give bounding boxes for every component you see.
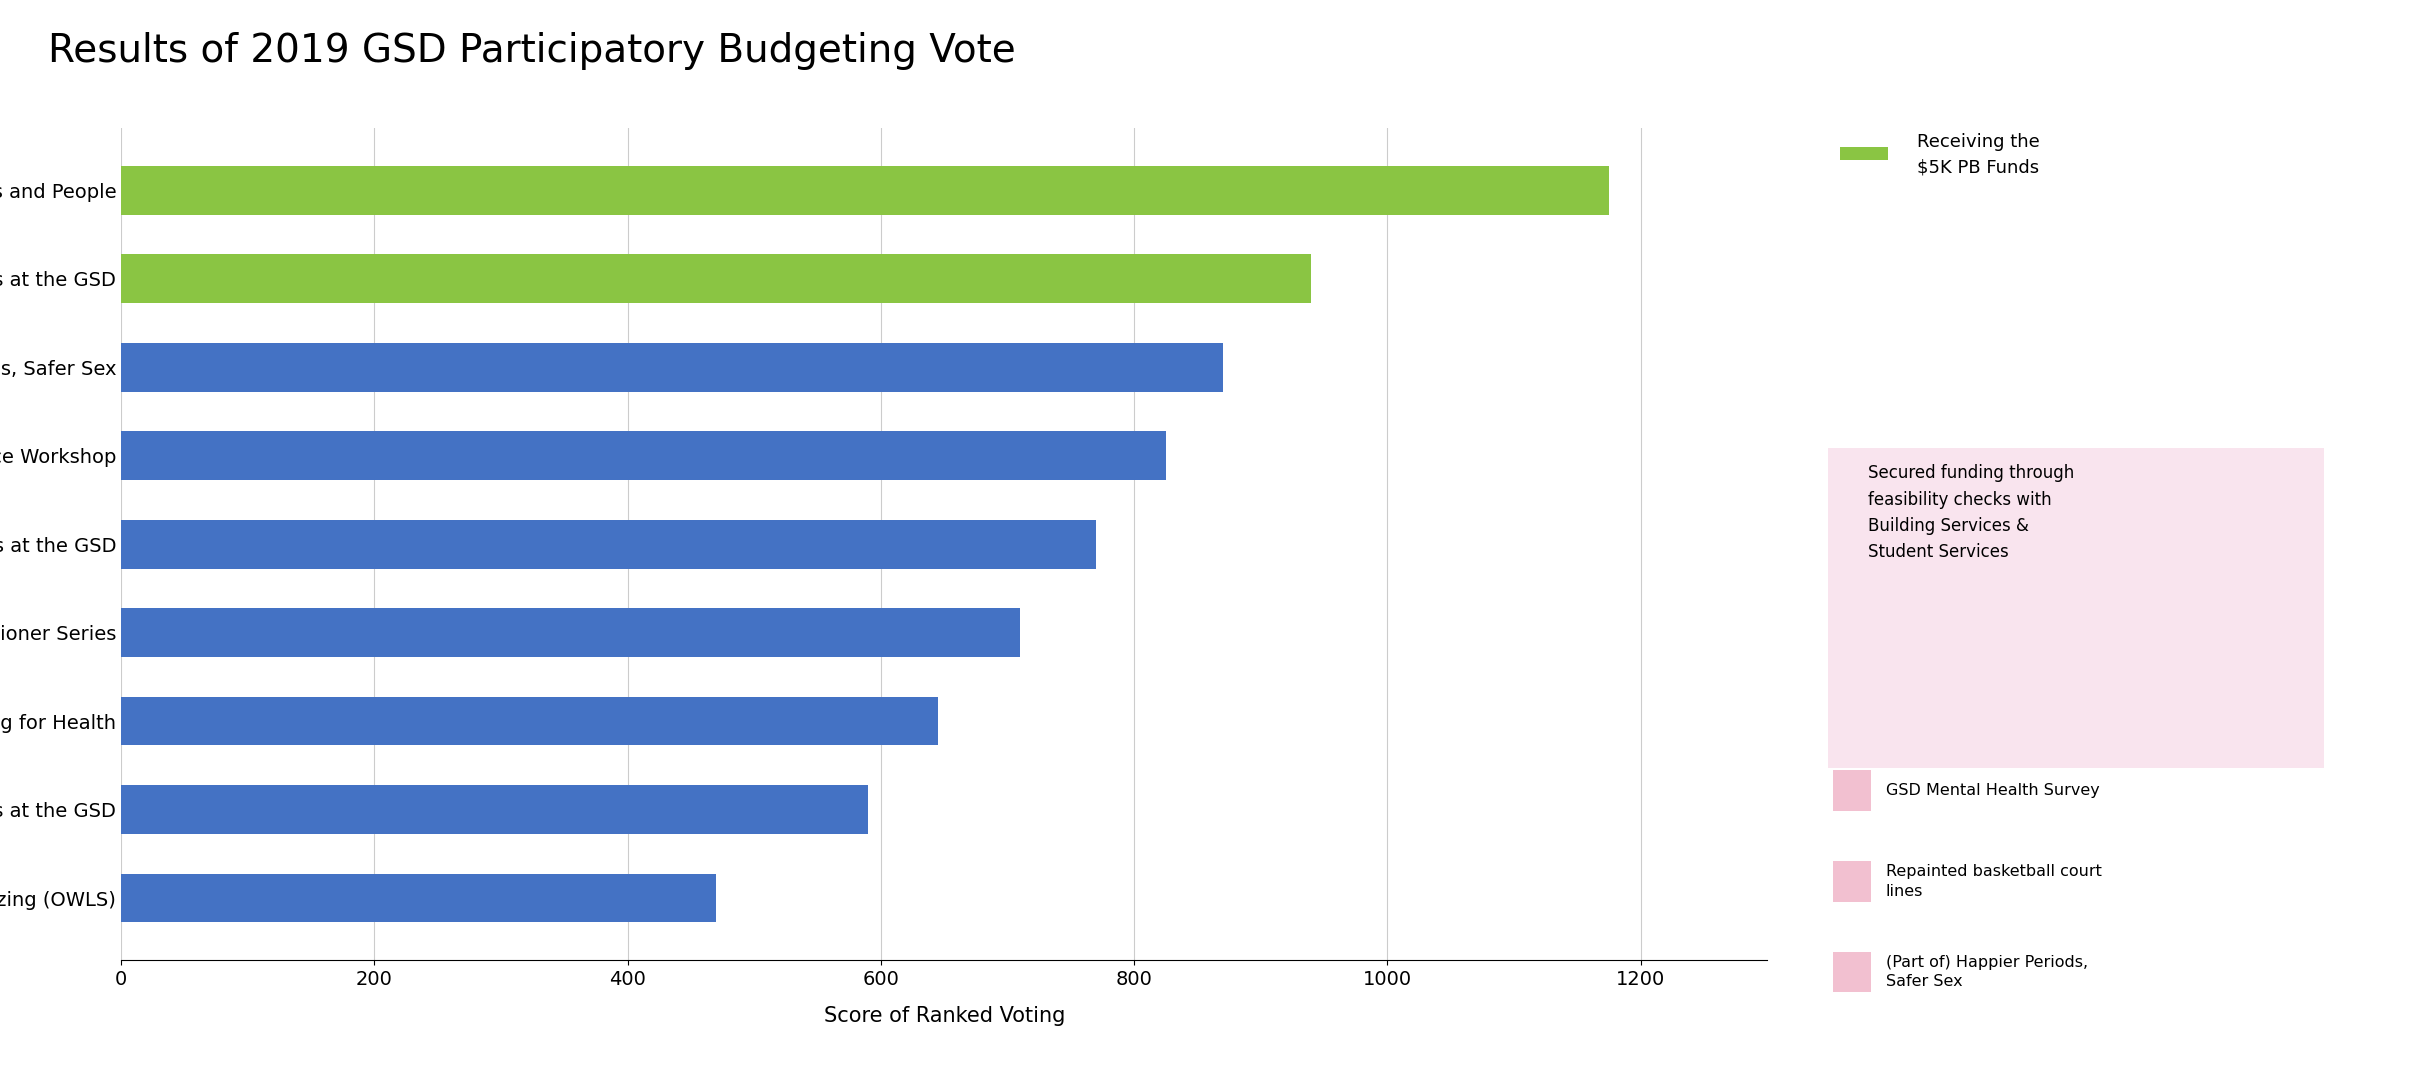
- Text: Secured funding through
feasibility checks with
Building Services &
Student Serv: Secured funding through feasibility chec…: [1867, 464, 2075, 561]
- Bar: [121, 254, 1312, 303]
- Text: Repainted basketball court
lines: Repainted basketball court lines: [1886, 864, 2101, 898]
- Bar: [121, 608, 1019, 657]
- Bar: [121, 520, 1097, 569]
- Text: GSD Mental Health Survey: GSD Mental Health Survey: [1886, 783, 2099, 798]
- Bar: [121, 697, 937, 746]
- Bar: [121, 874, 717, 923]
- Text: Results of 2019 GSD Participatory Budgeting Vote: Results of 2019 GSD Participatory Budget…: [48, 32, 1017, 70]
- Bar: [121, 165, 1610, 214]
- Bar: [121, 431, 1167, 480]
- Bar: [121, 785, 869, 834]
- Text: (Part of) Happier Periods,
Safer Sex: (Part of) Happier Periods, Safer Sex: [1886, 955, 2087, 989]
- Bar: [121, 343, 1223, 392]
- Text: Receiving the
$5K PB Funds: Receiving the $5K PB Funds: [1917, 133, 2041, 176]
- X-axis label: Score of Ranked Voting: Score of Ranked Voting: [823, 1006, 1065, 1025]
